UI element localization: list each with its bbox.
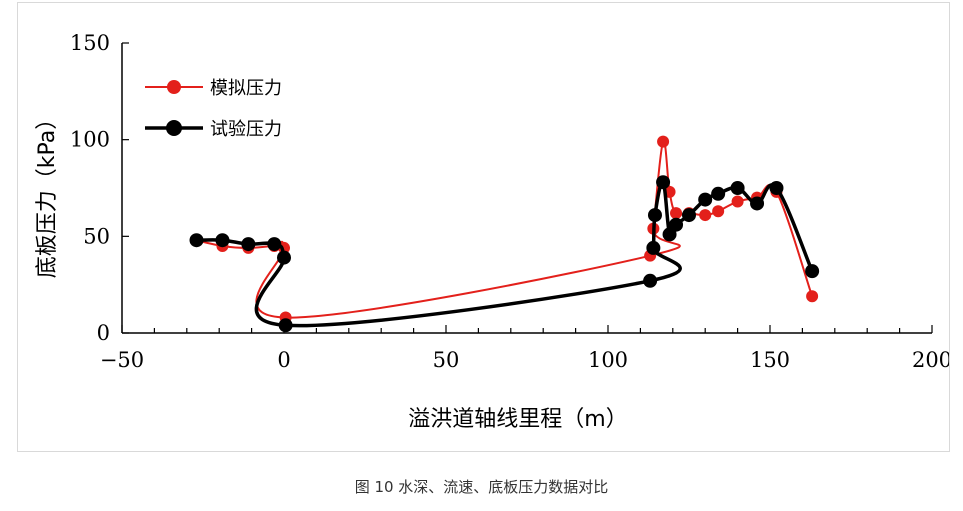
data-point [698, 192, 713, 207]
data-point [656, 175, 671, 190]
chart-frame: −50 0 50 100 150 200 0 50 100 150 模拟压力试验压力 溢洪道轴线里… [17, 2, 950, 452]
data-point [277, 250, 291, 265]
legend-item-1: 模拟压力 [145, 78, 282, 99]
data-point [769, 181, 784, 195]
data-point [712, 205, 725, 218]
data-point [643, 273, 658, 288]
data-point [806, 290, 819, 303]
x-tick-label: 100 [588, 348, 628, 372]
data-point [647, 208, 662, 223]
data-point [646, 240, 661, 255]
x-axis-title: 溢洪道轴线里程（m） [408, 407, 627, 432]
data-point [278, 318, 293, 333]
series-line [195, 140, 814, 319]
legend-label: 模拟压力 [210, 78, 282, 99]
series-2 [189, 175, 820, 333]
legend-marker [166, 120, 182, 136]
x-tick-label: 150 [750, 348, 790, 372]
legend-marker [167, 80, 181, 94]
y-axis-title: 底板压力（kPa） [35, 108, 60, 279]
y-tick-label: 150 [70, 31, 110, 55]
series-1 [190, 135, 819, 324]
data-point [699, 209, 712, 222]
x-tick-label: −50 [100, 348, 144, 372]
y-tick-label: 0 [97, 321, 110, 345]
data-point [682, 208, 696, 223]
figure-caption: 图 10 水深、流速、底板压力数据对比 [354, 478, 609, 496]
data-point [189, 233, 204, 248]
y-tick-label: 50 [83, 224, 110, 248]
data-point [750, 196, 765, 211]
data-point [731, 195, 744, 208]
x-tick-label: 0 [277, 348, 290, 372]
data-point [730, 181, 745, 195]
legend-label: 试验压力 [210, 119, 282, 140]
data-point [805, 264, 820, 279]
data-point [711, 186, 726, 201]
data-point [657, 135, 670, 148]
series-layer [189, 135, 820, 333]
data-point [670, 207, 683, 220]
data-point [267, 237, 282, 252]
x-tick-label: 50 [433, 348, 460, 372]
data-point [669, 217, 684, 232]
axes: −50 0 50 100 150 200 0 50 100 150 [70, 31, 949, 372]
data-point [215, 233, 230, 248]
legend-item-2: 试验压力 [145, 119, 282, 140]
x-tick-label: 200 [912, 348, 949, 372]
data-point [241, 237, 256, 252]
y-tick-label: 100 [70, 128, 110, 152]
